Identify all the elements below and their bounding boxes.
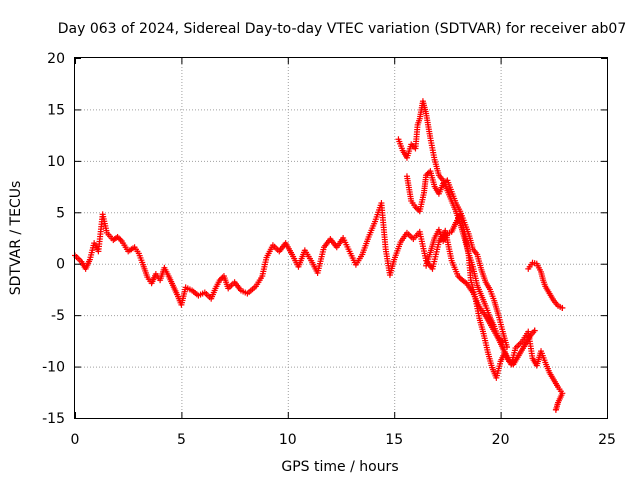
y-axis-ticks: -15 -10 -5 0 5 10 15 20 (42, 51, 607, 427)
x-tick-label: 15 (385, 432, 403, 448)
y-tick-label: 5 (56, 205, 65, 221)
chart-title: Day 063 of 2024, Sidereal Day-to-day VTE… (58, 21, 627, 37)
data-point (531, 327, 538, 334)
data-markers (72, 98, 566, 413)
y-tick-label: -15 (42, 411, 65, 427)
data-point (503, 344, 510, 351)
y-tick-label: -5 (51, 308, 65, 324)
x-tick-label: 20 (492, 432, 510, 448)
y-axis-label: SDTVAR / TECUs (8, 181, 24, 296)
data-point (559, 304, 566, 311)
y-tick-label: 10 (47, 154, 65, 170)
x-tick-label: 10 (279, 432, 297, 448)
plot-frame (74, 57, 608, 419)
x-tick-label: 0 (71, 432, 80, 448)
x-tick-label: 5 (177, 432, 186, 448)
x-axis-label: GPS time / hours (281, 459, 398, 475)
y-tick-label: 20 (47, 51, 65, 67)
y-tick-label: 15 (47, 102, 65, 118)
y-tick-label: -10 (42, 360, 65, 376)
y-tick-label: 0 (56, 257, 65, 273)
data-point (552, 406, 559, 413)
x-tick-label: 25 (598, 432, 616, 448)
data-point (115, 235, 122, 242)
x-axis-ticks: 0 5 10 15 20 25 (71, 58, 616, 448)
